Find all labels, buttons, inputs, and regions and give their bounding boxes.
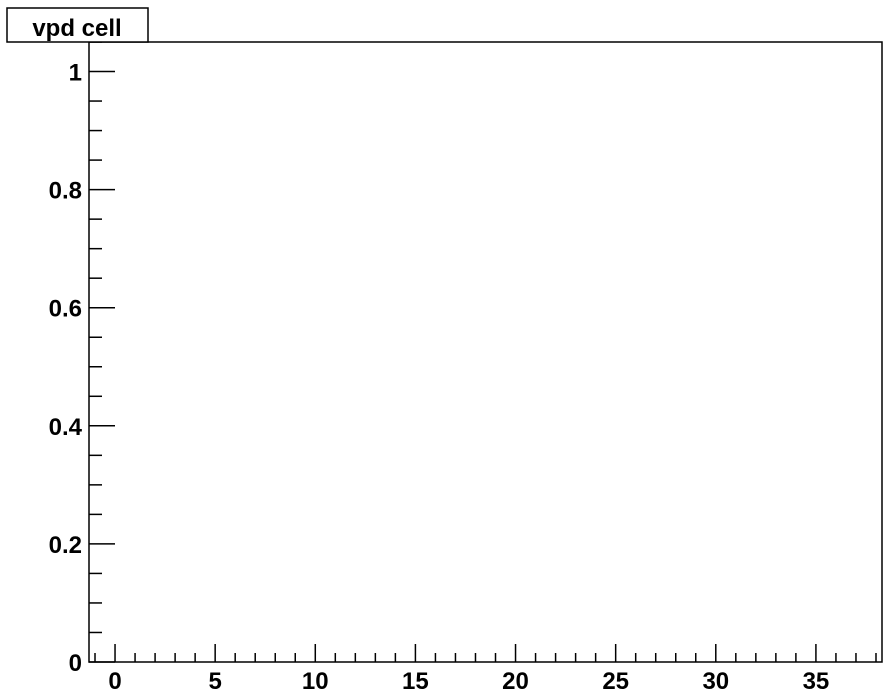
x-tick-label: 25: [602, 668, 629, 692]
x-tick-label: 35: [803, 668, 830, 692]
x-tick-label: 15: [402, 668, 429, 692]
y-tick-label: 0.2: [49, 532, 82, 559]
x-tick-label: 10: [302, 668, 329, 692]
x-tick-label: 20: [502, 668, 529, 692]
x-tick-label: 0: [108, 668, 121, 692]
y-tick-label: 1: [69, 60, 82, 87]
y-tick-label: 0.4: [49, 414, 83, 441]
x-tick-label: 5: [208, 668, 221, 692]
x-tick-label: 30: [702, 668, 729, 692]
axes: 0 5 10 15 20 25 30 35 0 0.2 0.4 0.6 0.8 1: [49, 41, 877, 692]
y-tick-label: 0: [69, 650, 82, 677]
title-box: vpd cell: [6, 7, 149, 43]
y-tick-label: 0.6: [49, 296, 82, 323]
y-tick-label: 0.8: [49, 178, 82, 205]
plot-frame: [88, 41, 883, 663]
title-box-frame: [6, 7, 149, 43]
chart-title: vpd cell: [32, 15, 121, 42]
